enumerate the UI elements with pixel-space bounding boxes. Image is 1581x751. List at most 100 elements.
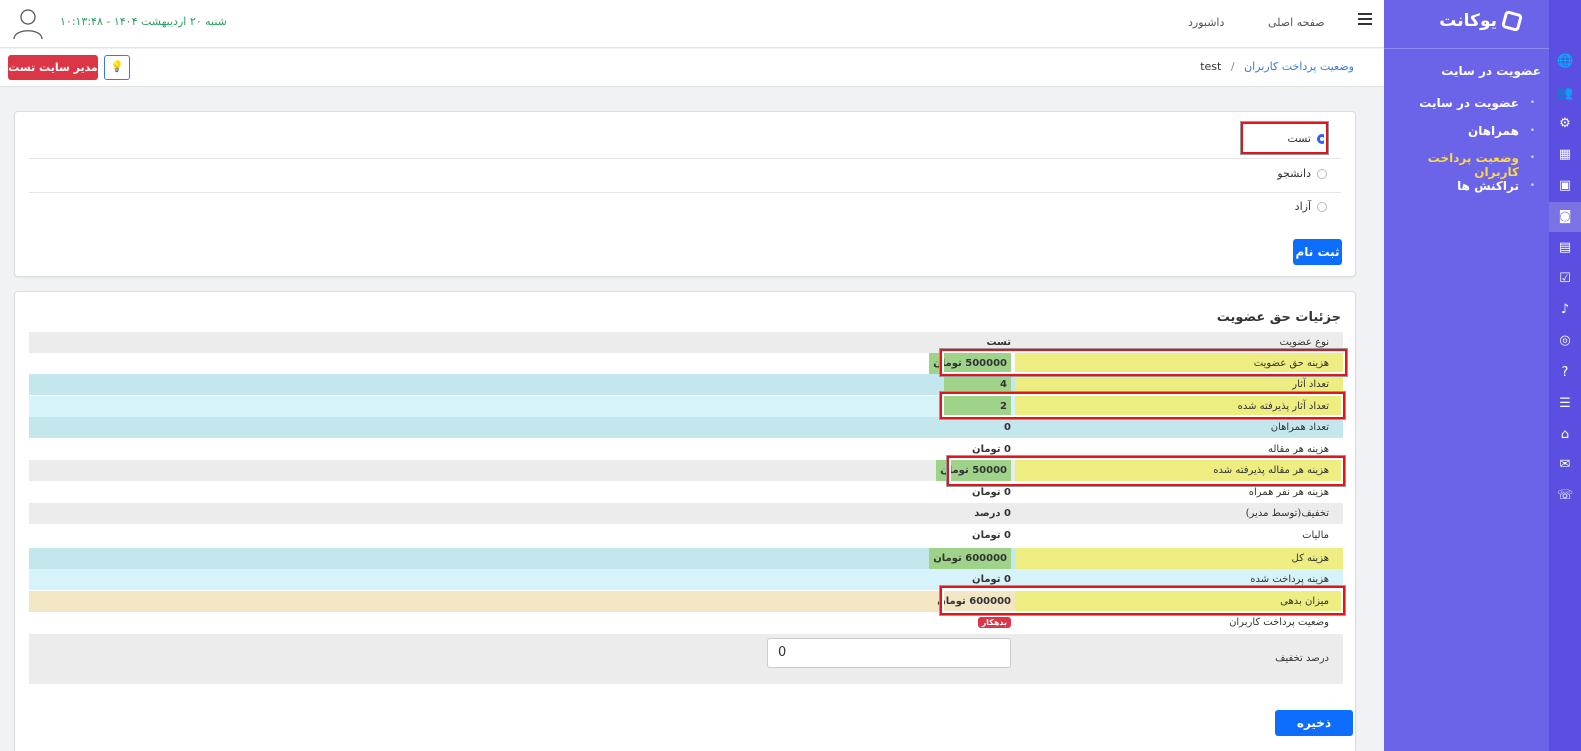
sidebar-divider — [1384, 48, 1549, 49]
discount-row: درصد تخفیف — [29, 634, 1343, 684]
globe-icon[interactable]: 🌐 — [1557, 54, 1574, 69]
option-student[interactable]: دانشجو — [1277, 167, 1327, 180]
sidebar-item-payment-status[interactable]: وضعیت پرداخت کاربران — [1427, 151, 1519, 179]
users-icon[interactable]: 👥 — [1557, 86, 1574, 101]
breadcrumb: وضعیت پرداخت کاربران / test — [1200, 60, 1354, 73]
row-label: هزینه کل — [1015, 548, 1343, 569]
divider — [29, 158, 1341, 159]
value-text: 0 تومان — [972, 444, 1011, 455]
option-free[interactable]: آزاد — [1295, 200, 1327, 213]
divider — [29, 192, 1341, 193]
award-icon[interactable]: ◎ — [1559, 333, 1571, 348]
datetime-text: شنبه ۲۰ اردیبهشت ۱۴۰۴ - ۱۰:۱۳:۴۸ — [60, 15, 227, 28]
brand-logo[interactable]: یوکانت — [1411, 8, 1524, 34]
value-text: 600000 تومان — [937, 596, 1011, 607]
row-label: هزینه هر مقاله پذیرفته شده — [1015, 460, 1343, 481]
logo-icon — [1500, 9, 1524, 33]
table-row: هزینه حق عضویت 500000 تومان — [29, 353, 1343, 374]
bank-icon[interactable]: ⌂ — [1560, 427, 1570, 442]
bullet-icon: • — [1529, 181, 1535, 191]
table-row: هزینه کل 600000 تومان — [29, 548, 1343, 569]
row-value: 0 تومان — [29, 525, 1015, 546]
breadcrumb-bar: وضعیت پرداخت کاربران / test — [0, 49, 1384, 87]
value-text: 600000 تومان — [929, 548, 1011, 569]
table-row: تعداد آثار 4 — [29, 374, 1343, 395]
option-label: دانشجو — [1277, 167, 1311, 180]
radio-free[interactable] — [1317, 201, 1327, 212]
help-icon[interactable]: ? — [1561, 365, 1569, 380]
row-value: 0 — [29, 417, 1015, 438]
lightbulb-icon[interactable]: 💡 — [104, 55, 130, 80]
radio-test[interactable] — [1317, 133, 1327, 144]
sidebar-item-membership[interactable]: عضویت در سایت — [1419, 96, 1519, 110]
sidebar-item-transactions[interactable]: تراکنش ها — [1457, 179, 1519, 193]
save-changes-button[interactable]: ذخیره تغییرات — [1275, 710, 1353, 751]
row-value: 600000 تومان — [29, 591, 1015, 612]
row-value: 600000 تومان — [29, 548, 1015, 569]
user-box-icon[interactable]: ◙ — [1549, 202, 1581, 232]
id-card-icon[interactable]: ▣ — [1558, 178, 1572, 193]
row-value: 0 تومان — [29, 482, 1015, 503]
table-row: تعداد آثار پذیرفته شده 2 — [29, 396, 1343, 417]
row-value: 50000 تومان — [29, 460, 1015, 481]
gear-icon[interactable]: ⚙ — [1559, 116, 1571, 131]
sidebar: یوکانت عضویت در سایت • عضویت در سایت • ه… — [1384, 0, 1549, 751]
value-text: تست — [986, 337, 1011, 348]
row-label: تخفیف(توسط مدیر) — [1015, 503, 1343, 524]
membership-details-card: جزئیات حق عضویت نوع عضویت تست هزینه حق ع… — [14, 291, 1356, 751]
row-value: 0 درصد — [29, 503, 1015, 524]
row-label: هزینه پرداخت شده — [1015, 569, 1343, 590]
table-row: میزان بدهی 600000 تومان — [29, 591, 1343, 612]
register-button[interactable]: ثبت نام — [1293, 239, 1342, 265]
breadcrumb-current: test — [1200, 60, 1222, 73]
brand-name: یوکانت — [1439, 11, 1497, 31]
bullet-icon: • — [1529, 153, 1535, 163]
avatar-icon[interactable] — [11, 6, 45, 40]
row-value: بدهکار — [29, 612, 1015, 633]
list-icon[interactable]: ☰ — [1559, 396, 1571, 411]
value-text: 0 — [1004, 422, 1011, 433]
row-label: میزان بدهی — [1015, 591, 1343, 612]
value-text: 2 — [944, 396, 1011, 417]
option-label: آزاد — [1294, 200, 1311, 213]
option-test[interactable]: تست — [1287, 132, 1327, 145]
book-icon[interactable]: ▤ — [1558, 240, 1572, 255]
discount-input[interactable]: 0 — [767, 638, 1011, 668]
checkbox-icon[interactable]: ☑ — [1559, 271, 1571, 286]
mail-icon[interactable]: ✉ — [1559, 457, 1571, 472]
row-label: تعداد همراهان — [1015, 417, 1343, 438]
menu-toggle-icon[interactable] — [1358, 13, 1372, 25]
value-text: 4 — [944, 374, 1011, 395]
table-row: مالیات 0 تومان — [29, 525, 1343, 546]
sidebar-item-companions[interactable]: همراهان — [1467, 124, 1519, 138]
table-row: هزینه هر مقاله 0 تومان — [29, 439, 1343, 460]
option-label: تست — [1287, 132, 1311, 145]
row-label: درصد تخفیف — [1275, 653, 1329, 664]
membership-options-card: تست دانشجو آزاد ثبت نام — [14, 111, 1356, 277]
row-label: وضعیت پرداخت کاربران — [1015, 612, 1343, 633]
value-text: 0 تومان — [972, 530, 1011, 541]
calculator-icon[interactable]: ▦ — [1558, 147, 1572, 162]
table-row: تخفیف(توسط مدیر) 0 درصد — [29, 503, 1343, 524]
value-text: 0 تومان — [972, 487, 1011, 498]
row-label: تعداد آثار پذیرفته شده — [1015, 396, 1343, 417]
breadcrumb-separator: / — [1230, 60, 1235, 73]
bullet-icon: • — [1529, 98, 1535, 108]
radio-student[interactable] — [1317, 168, 1327, 179]
bullet-icon: • — [1529, 126, 1535, 136]
breadcrumb-link[interactable]: وضعیت پرداخت کاربران — [1244, 60, 1354, 73]
sidebar-section-title: عضویت در سایت — [1441, 64, 1541, 78]
status-badge: بدهکار — [977, 617, 1011, 628]
chat-icon[interactable]: ☏ — [1557, 488, 1574, 503]
site-admin-button[interactable]: مدیر سایت تست — [8, 55, 98, 80]
row-value: 0 تومان — [29, 439, 1015, 460]
value-text: 0 درصد — [974, 508, 1011, 519]
microphone-icon[interactable]: ♪ — [1560, 302, 1570, 317]
icon-strip: 🌐 👥 ⚙ ▦ ▣ ◙ ▤ ☑ ♪ ◎ ? ☰ ⌂ ✉ ☏ — [1549, 0, 1581, 751]
details-title: جزئیات حق عضویت — [1216, 310, 1341, 325]
row-value: 2 — [29, 396, 1015, 417]
row-label: هزینه هر مقاله — [1015, 439, 1343, 460]
nav-home-link[interactable]: صفحه اصلی — [1268, 16, 1325, 29]
value-text: 50000 تومان — [936, 460, 1011, 481]
nav-dashboard-link[interactable]: داشبورد — [1188, 16, 1225, 29]
